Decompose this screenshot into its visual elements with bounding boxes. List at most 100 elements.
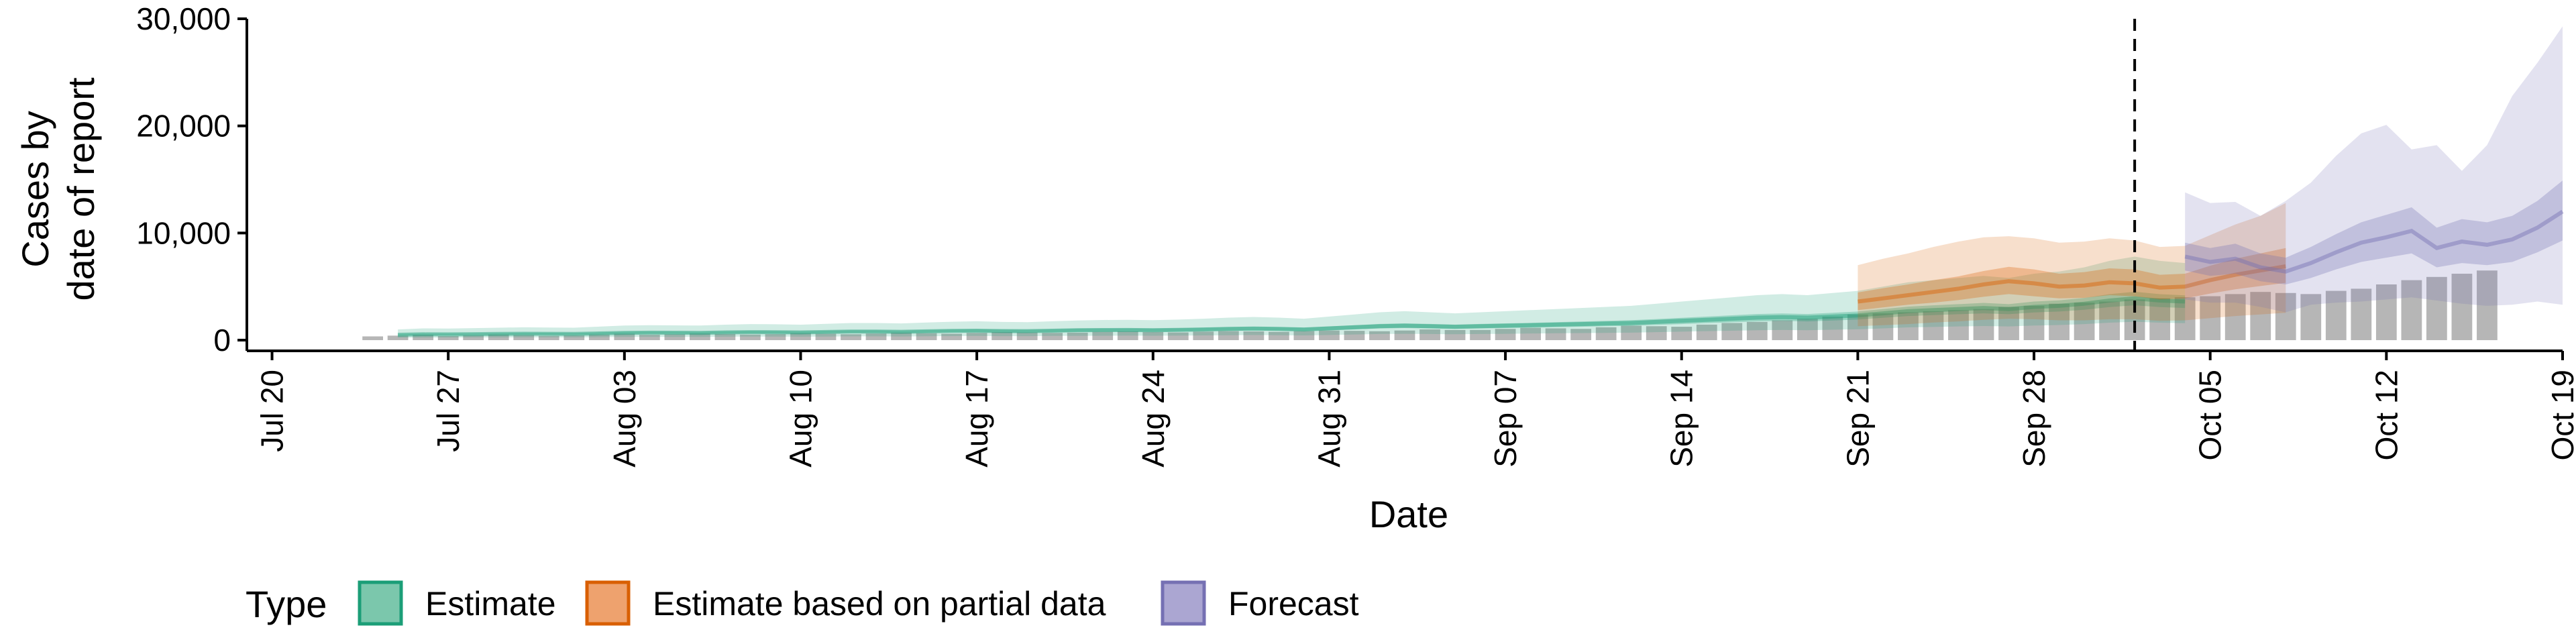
estimate-outer-band — [398, 256, 2186, 338]
reported-cases-bar — [2250, 292, 2271, 341]
reported-cases-bar — [2451, 274, 2473, 341]
reported-cases-bars — [362, 270, 2498, 341]
x-tick-label: Oct 05 — [2193, 370, 2228, 461]
estimate-based-on-partial-data-median-line — [1858, 264, 2286, 304]
reported-cases-bar — [588, 334, 610, 341]
plot-area — [362, 19, 2564, 351]
reported-cases-bar — [1721, 323, 1743, 341]
reported-cases-bar — [1646, 326, 1667, 341]
reported-cases-bar — [1696, 324, 1717, 341]
reported-cases-bar — [2149, 298, 2171, 341]
legend-label-forecast: Forecast — [1228, 585, 1359, 623]
reported-cases-bar — [1344, 331, 1365, 341]
reported-cases-bar — [664, 334, 686, 341]
reported-cases-bar — [765, 334, 786, 341]
reported-cases-bar — [1419, 329, 1440, 341]
reported-cases-bar — [1822, 316, 1843, 341]
reported-cases-bar — [2275, 292, 2296, 341]
legend-title: Type — [246, 583, 327, 625]
y-tick-label: 0 — [213, 323, 231, 358]
legend-label-estimate: Estimate — [425, 585, 556, 623]
reported-cases-bar — [614, 333, 635, 341]
reported-cases-bar — [2200, 296, 2221, 341]
reported-cases-bar — [865, 333, 887, 341]
reported-cases-bar — [1948, 310, 1969, 341]
reported-cases-bar — [916, 333, 937, 341]
reported-cases-bar — [2426, 276, 2447, 341]
x-tick-label: Oct 12 — [2369, 370, 2404, 461]
estimate-based-on-partial-data-inner-band — [1858, 248, 2286, 311]
y-tick-label: 30,000 — [136, 1, 231, 36]
x-axis: Jul 20 Jul 27 Aug 03 Aug 10 Aug 17 Aug 24 Aug … — [247, 350, 2576, 468]
x-tick-label: Aug 17 — [959, 370, 994, 468]
reported-cases-bar — [1772, 320, 1793, 341]
y-ticks: 0 10,000 20,000 30,000 — [136, 1, 247, 358]
reported-cases-bar — [1319, 330, 1340, 341]
x-tick-label: Jul 27 — [431, 370, 466, 452]
reported-cases-bar — [714, 333, 736, 341]
reported-cases-bar — [1167, 332, 1189, 341]
reported-cases-bar — [387, 335, 409, 341]
estimate-based-on-partial-data-outer-band — [1858, 203, 2286, 327]
reported-cases-bar — [1746, 321, 1768, 341]
legend-key-estimate — [358, 580, 403, 626]
forecast-median-line — [2184, 209, 2564, 274]
reported-cases-bar — [941, 333, 962, 341]
reported-cases-bar — [1495, 329, 1516, 341]
x-tick-label: Sep 21 — [1840, 370, 1875, 468]
legend-label-partial-estimate: Estimate based on partial data — [653, 585, 1106, 623]
reported-cases-bar — [1520, 327, 1541, 341]
reported-cases-bar — [1016, 332, 1038, 341]
reported-cases-bar — [1872, 313, 1894, 341]
reported-cases-bar — [413, 335, 434, 341]
x-axis-title: Date — [1369, 493, 1448, 535]
reported-cases-bar — [1796, 319, 1818, 341]
y-axis-title-line-1: Cases by — [14, 111, 56, 267]
reported-cases-bar — [891, 332, 912, 341]
reported-cases-bar — [815, 333, 837, 341]
reported-cases-bar — [488, 334, 509, 341]
estimate-inner-band — [398, 291, 2186, 336]
reported-cases-bar — [1998, 307, 2019, 341]
reported-cases-bar — [2224, 294, 2246, 341]
x-tick-label: Sep 14 — [1664, 370, 1699, 468]
forecast-outer-band — [2185, 26, 2563, 313]
y-axis-title-line-2: date of report — [60, 77, 102, 301]
legend-key-partial-estimate — [585, 580, 631, 626]
x-tick-label: Aug 10 — [783, 370, 818, 468]
reported-cases-bar — [2099, 301, 2120, 341]
y-axis: 0 10,000 20,000 30,000 — [136, 1, 248, 358]
reported-cases-bar — [437, 335, 459, 341]
reported-cases-bar — [1444, 329, 1466, 341]
reported-cases-bar — [1218, 331, 1239, 341]
reported-cases-bar — [740, 334, 761, 341]
x-tick-label: Sep 07 — [1488, 370, 1523, 468]
reported-cases-bar — [2300, 294, 2322, 341]
reported-cases-bar — [790, 333, 811, 341]
reported-cases-bar — [1369, 331, 1390, 341]
reported-cases-bar — [1293, 331, 1315, 341]
reported-cases-bar — [362, 336, 383, 341]
reported-cases-bar — [991, 332, 1013, 341]
reported-cases-bar — [1973, 309, 1994, 341]
reported-cases-bar — [1621, 325, 1642, 341]
x-tick-label: Aug 03 — [607, 370, 642, 468]
reported-cases-bar — [513, 335, 535, 341]
reported-cases-bar — [2401, 280, 2422, 341]
x-tick-label: Aug 24 — [1136, 370, 1171, 468]
reported-cases-bar — [1570, 329, 1592, 341]
reported-cases-bar — [1042, 333, 1063, 341]
reported-cases-bar — [1898, 312, 1919, 341]
reported-cases-bar — [639, 335, 660, 341]
reported-cases-bar — [2477, 270, 2498, 341]
reported-cases-bar — [1092, 331, 1114, 341]
reported-cases-bar — [463, 335, 484, 341]
x-tick-label: Sep 28 — [2017, 370, 2051, 468]
y-tick-label: 10,000 — [136, 215, 231, 250]
reported-cases-bar — [966, 333, 987, 341]
reported-cases-bar — [1117, 331, 1138, 341]
reported-cases-bar — [1595, 327, 1617, 341]
reported-cases-bar — [841, 334, 861, 341]
legend-key-forecast — [1161, 580, 1206, 626]
reported-cases-bar — [1545, 328, 1566, 341]
